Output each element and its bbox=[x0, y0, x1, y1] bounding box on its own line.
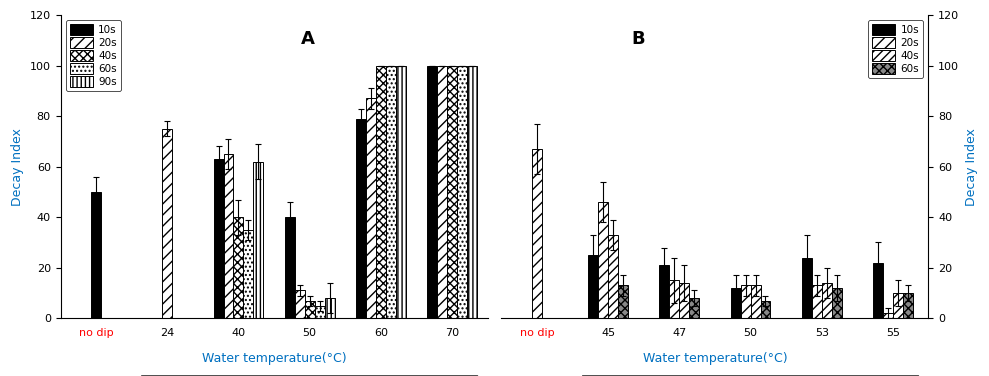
Bar bbox=[285, 217, 295, 318]
Bar bbox=[305, 300, 315, 318]
Bar bbox=[315, 306, 324, 318]
Bar bbox=[731, 288, 741, 318]
Legend: 10s, 20s, 40s, 60s: 10s, 20s, 40s, 60s bbox=[868, 20, 924, 78]
Bar bbox=[233, 217, 243, 318]
Bar bbox=[679, 283, 689, 318]
Text: B: B bbox=[631, 30, 645, 48]
Bar bbox=[883, 313, 893, 318]
Bar bbox=[324, 298, 334, 318]
Bar bbox=[812, 285, 822, 318]
Bar bbox=[618, 285, 628, 318]
Bar bbox=[598, 202, 608, 318]
Bar bbox=[224, 154, 233, 318]
Bar bbox=[532, 149, 542, 318]
Bar bbox=[386, 66, 396, 318]
Bar bbox=[396, 66, 405, 318]
Bar bbox=[893, 293, 903, 318]
Text: A: A bbox=[302, 30, 315, 48]
Bar bbox=[822, 283, 832, 318]
Bar bbox=[376, 66, 386, 318]
Bar bbox=[873, 263, 883, 318]
Bar bbox=[243, 230, 253, 318]
Bar bbox=[457, 66, 467, 318]
Bar bbox=[670, 280, 679, 318]
X-axis label: Water temperature(°C): Water temperature(°C) bbox=[202, 352, 346, 365]
Bar bbox=[751, 285, 761, 318]
Bar bbox=[660, 265, 670, 318]
Y-axis label: Decay Index: Decay Index bbox=[11, 128, 24, 206]
Legend: 10s, 20s, 40s, 60s, 90s: 10s, 20s, 40s, 60s, 90s bbox=[65, 20, 121, 91]
Bar bbox=[162, 129, 172, 318]
Bar bbox=[588, 255, 598, 318]
Bar bbox=[356, 119, 366, 318]
Bar bbox=[447, 66, 457, 318]
Bar bbox=[295, 291, 305, 318]
Bar bbox=[741, 285, 751, 318]
Bar bbox=[214, 159, 224, 318]
Bar bbox=[366, 99, 376, 318]
Bar bbox=[427, 66, 437, 318]
Bar bbox=[832, 288, 842, 318]
Bar bbox=[91, 192, 101, 318]
Bar bbox=[437, 66, 447, 318]
Bar bbox=[802, 258, 812, 318]
X-axis label: Water temperature(°C): Water temperature(°C) bbox=[643, 352, 787, 365]
Bar bbox=[467, 66, 477, 318]
Bar bbox=[689, 298, 699, 318]
Bar bbox=[903, 293, 913, 318]
Y-axis label: Decay Index: Decay Index bbox=[965, 128, 978, 206]
Bar bbox=[253, 162, 263, 318]
Bar bbox=[761, 300, 770, 318]
Bar bbox=[608, 235, 618, 318]
